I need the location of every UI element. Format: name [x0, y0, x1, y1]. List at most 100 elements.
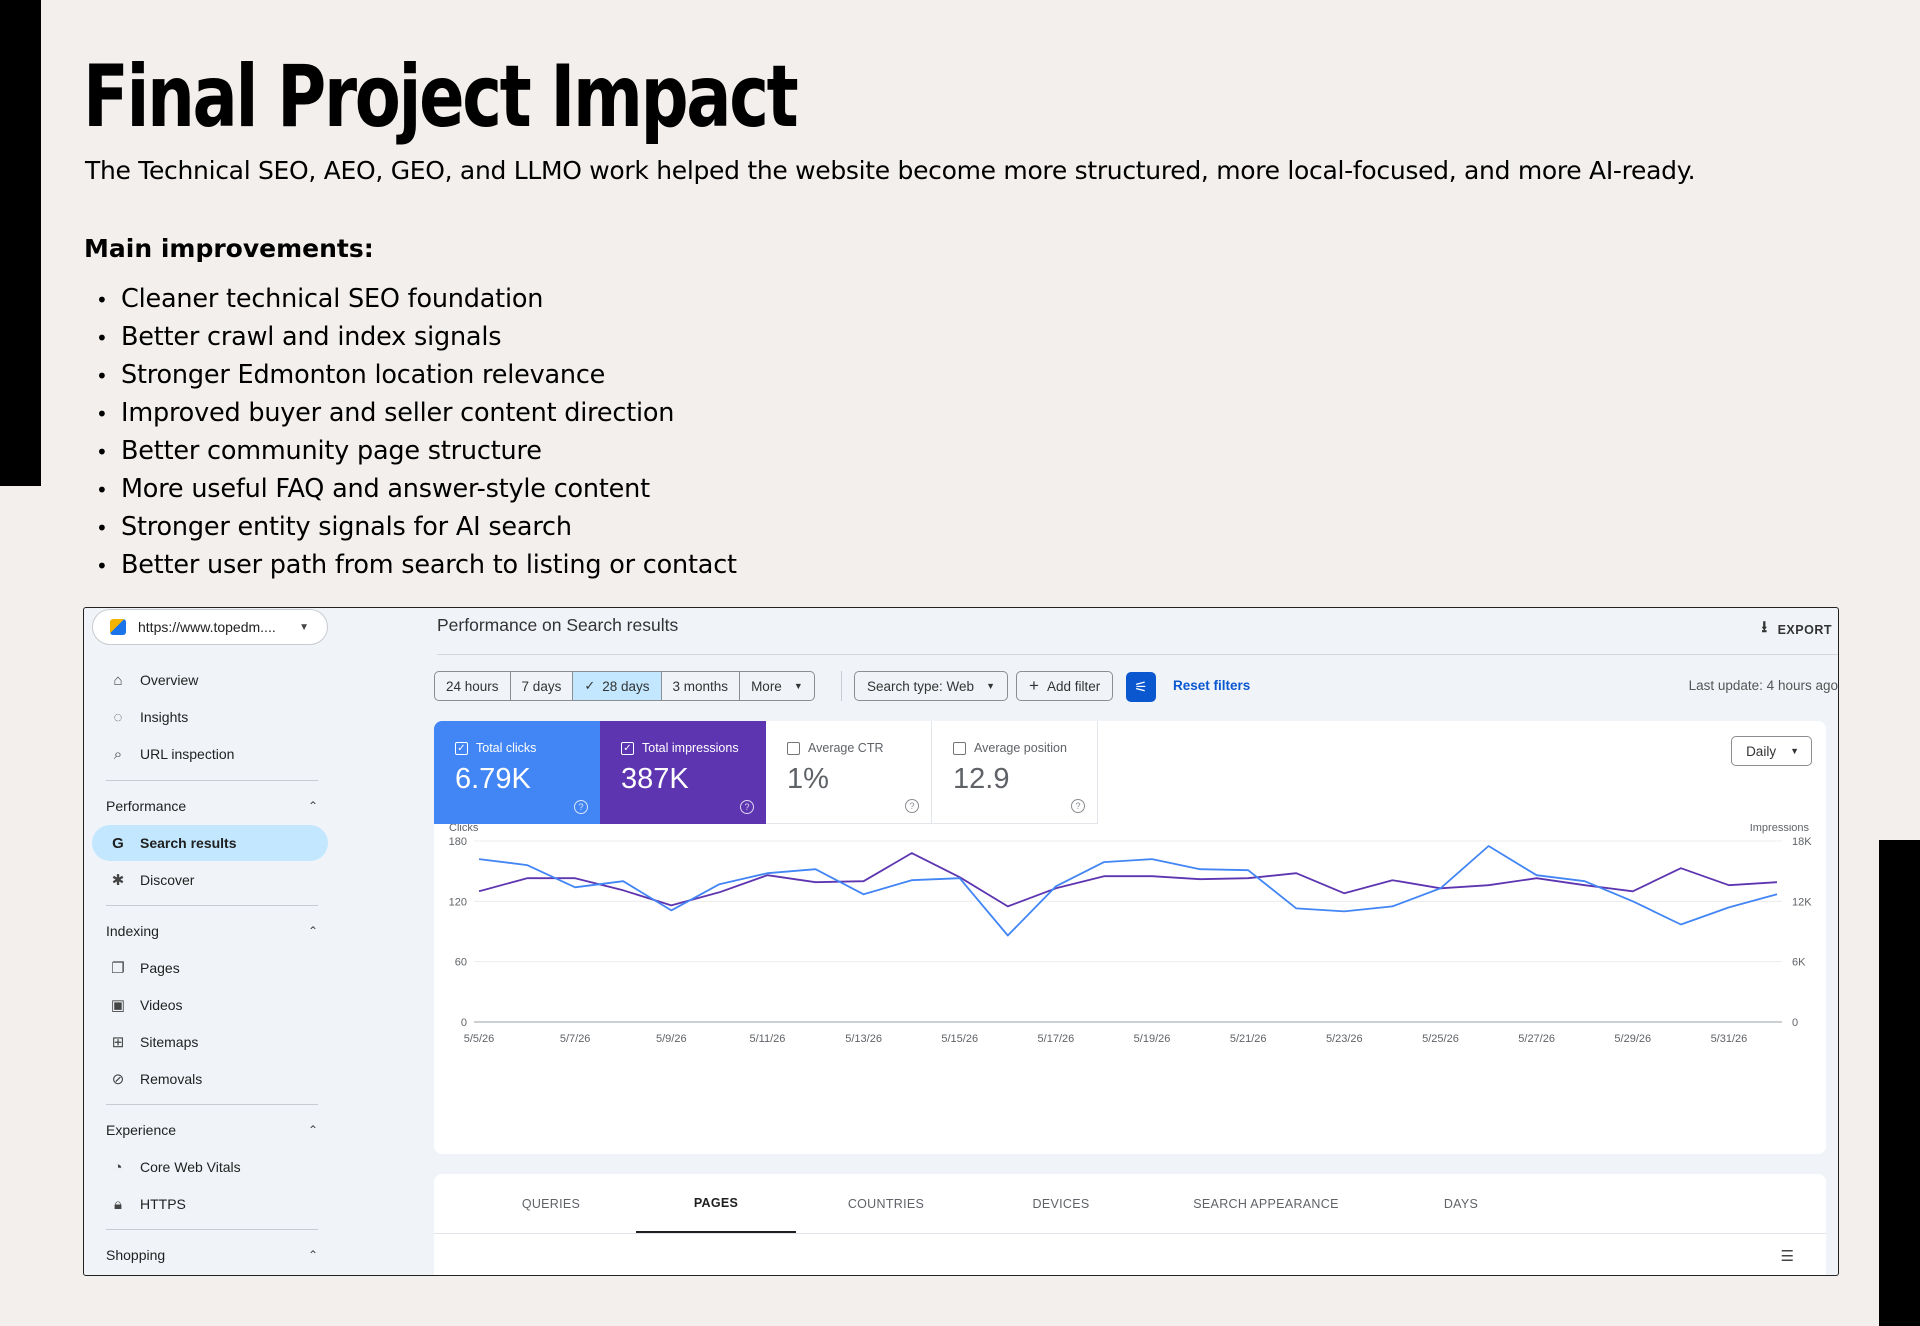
sidebar: https://www.topedm.... ▼ ⌂ Overview ◌ In…: [84, 608, 329, 1275]
sidebar-item-label: Insights: [140, 709, 189, 725]
site-favicon-icon: [110, 619, 126, 635]
range-24-hours[interactable]: 24 hours: [435, 672, 511, 700]
help-icon[interactable]: ?: [740, 800, 754, 814]
reset-filters-link[interactable]: Reset filters: [1173, 678, 1251, 693]
metric-total-impressions[interactable]: ✓ Total impressions 387K ?: [600, 721, 766, 824]
section-shopping[interactable]: Shopping ⌃: [106, 1237, 318, 1273]
left-tick-label: 180: [449, 836, 467, 848]
metric-label: Total clicks: [476, 741, 537, 755]
metric-label: Average CTR: [808, 741, 884, 755]
search-icon: ⌕: [113, 745, 123, 763]
tab-search-appearance[interactable]: SEARCH APPEARANCE: [1193, 1196, 1339, 1211]
series-line-clicks: [478, 845, 1778, 937]
right-tick-label: 6K: [1792, 957, 1806, 969]
sidebar-item-discover[interactable]: ✱ Discover: [92, 862, 328, 898]
tab-pages[interactable]: PAGES: [636, 1174, 796, 1233]
dropdown-arrow-icon: ▼: [793, 681, 803, 691]
metric-value: 387K: [621, 763, 689, 795]
section-experience[interactable]: Experience ⌃: [106, 1112, 318, 1148]
lock-icon: 🔒︎: [114, 1195, 122, 1213]
sidebar-item-overview[interactable]: ⌂ Overview: [92, 662, 328, 698]
section-indexing[interactable]: Indexing ⌃: [106, 913, 318, 949]
tab-days[interactable]: DAYS: [1443, 1196, 1479, 1211]
granularity-dropdown[interactable]: Daily ▼: [1731, 736, 1812, 766]
metric-total-clicks[interactable]: ✓ Total clicks 6.79K ?: [434, 721, 600, 824]
property-selector[interactable]: https://www.topedm.... ▼: [92, 609, 328, 645]
checkbox-checked-icon: ✓: [621, 741, 634, 755]
sidebar-divider: [106, 1104, 318, 1105]
sidebar-item-removals[interactable]: ⊘ Removals: [92, 1061, 328, 1097]
checkbox-unchecked-icon: [787, 741, 800, 755]
sidebar-item-https[interactable]: 🔒︎ HTTPS: [92, 1186, 328, 1222]
filter-settings-button[interactable]: ⚟: [1126, 672, 1156, 702]
sidebar-item-label: URL inspection: [140, 746, 235, 762]
sidebar-item-label: Overview: [140, 672, 199, 688]
sidebar-item-label: Search results: [140, 835, 237, 851]
x-tick-label: 5/15/26: [941, 1033, 978, 1045]
page-title: Performance on Search results: [437, 615, 679, 635]
sidebar-item-label: Pages: [140, 960, 180, 976]
asterisk-icon: ✱: [111, 872, 125, 889]
section-label: Experience: [106, 1122, 177, 1138]
sidebar-item-pages[interactable]: ❐ Pages: [92, 950, 328, 986]
range-7-days[interactable]: 7 days: [511, 672, 574, 700]
left-tick-label: 0: [461, 1017, 467, 1029]
dropdown-arrow-icon: ▼: [986, 681, 995, 691]
search-type-dropdown[interactable]: Search type: Web ▼: [854, 671, 1008, 701]
sidebar-item-videos[interactable]: ▣ Videos: [92, 987, 328, 1023]
x-tick-label: 5/11/26: [749, 1033, 785, 1045]
metric-average-position[interactable]: Average position 12.9 ?: [932, 721, 1098, 824]
help-icon[interactable]: ?: [905, 799, 919, 813]
sidebar-divider: [106, 780, 318, 781]
right-accent-bar: [1879, 840, 1920, 1326]
list-item: Better community page structure: [96, 432, 737, 470]
sidebar-item-label: Removals: [140, 1071, 203, 1087]
clicks-impressions-chart: Clicks Impressions 180 18K 120 12K 60 6K 0 0 5/5/2…: [449, 824, 1813, 1045]
checkbox-checked-icon: ✓: [455, 741, 468, 755]
x-tick-label: 5/21/26: [1230, 1033, 1267, 1045]
lightbulb-icon: ◌: [113, 708, 123, 726]
range-28-days[interactable]: ✓ 28 days: [573, 672, 662, 700]
add-filter-button[interactable]: + Add filter: [1016, 671, 1114, 701]
metric-average-ctr[interactable]: Average CTR 1% ?: [766, 721, 932, 824]
filter-rows-icon[interactable]: ☰: [1780, 1248, 1794, 1265]
tab-queries[interactable]: QUERIES: [521, 1196, 581, 1211]
search-console-screenshot: https://www.topedm.... ▼ ⌂ Overview ◌ In…: [83, 607, 1839, 1276]
help-icon[interactable]: ?: [574, 800, 588, 814]
section-performance[interactable]: Performance ⌃: [106, 788, 318, 824]
property-url: https://www.topedm....: [138, 619, 276, 635]
eye-off-icon: ⊘: [111, 1071, 125, 1088]
metric-label: Total impressions: [642, 741, 739, 755]
series-line-impressions: [478, 852, 1778, 908]
sidebar-item-label: Discover: [140, 872, 195, 888]
sidebar-item-core-web-vitals[interactable]: ◔ Core Web Vitals: [92, 1149, 328, 1185]
left-accent-bar: [0, 0, 41, 486]
sidebar-divider: [106, 1229, 318, 1230]
help-icon[interactable]: ?: [1071, 799, 1085, 813]
list-item: Stronger entity signals for AI search: [96, 508, 737, 546]
improvements-list: Cleaner technical SEO foundation Better …: [96, 280, 737, 584]
slide-subtitle: The Technical SEO, AEO, GEO, and LLMO wo…: [85, 156, 1696, 185]
list-item: Better user path from search to listing …: [96, 546, 737, 584]
sidebar-item-sitemaps[interactable]: ⊞ Sitemaps: [92, 1024, 328, 1060]
metric-value: 1%: [787, 763, 829, 795]
checkbox-unchecked-icon: [953, 741, 966, 755]
list-item: Better crawl and index signals: [96, 318, 737, 356]
range-3-months[interactable]: 3 months: [662, 672, 741, 700]
x-tick-label: 5/19/26: [1134, 1033, 1171, 1045]
range-label: 24 hours: [446, 678, 499, 694]
range-label: 28 days: [602, 678, 650, 694]
sidebar-item-label: HTTPS: [140, 1196, 186, 1212]
range-label: More: [751, 678, 782, 694]
sidebar-item-insights[interactable]: ◌ Insights: [92, 699, 328, 735]
header-divider: [437, 654, 1838, 655]
sidebar-item-label: Videos: [140, 997, 183, 1013]
tab-devices[interactable]: DEVICES: [1032, 1196, 1090, 1211]
sidebar-item-url-inspection[interactable]: ⌕ URL inspection: [92, 736, 328, 772]
range-more[interactable]: More ▼: [740, 672, 814, 700]
sidebar-item-search-results[interactable]: G Search results: [92, 825, 328, 861]
export-button[interactable]: ⭳ EXPORT: [1761, 616, 1832, 643]
search-type-label: Search type: Web: [867, 678, 975, 694]
granularity-label: Daily: [1746, 743, 1777, 759]
tab-countries[interactable]: COUNTRIES: [847, 1196, 925, 1211]
